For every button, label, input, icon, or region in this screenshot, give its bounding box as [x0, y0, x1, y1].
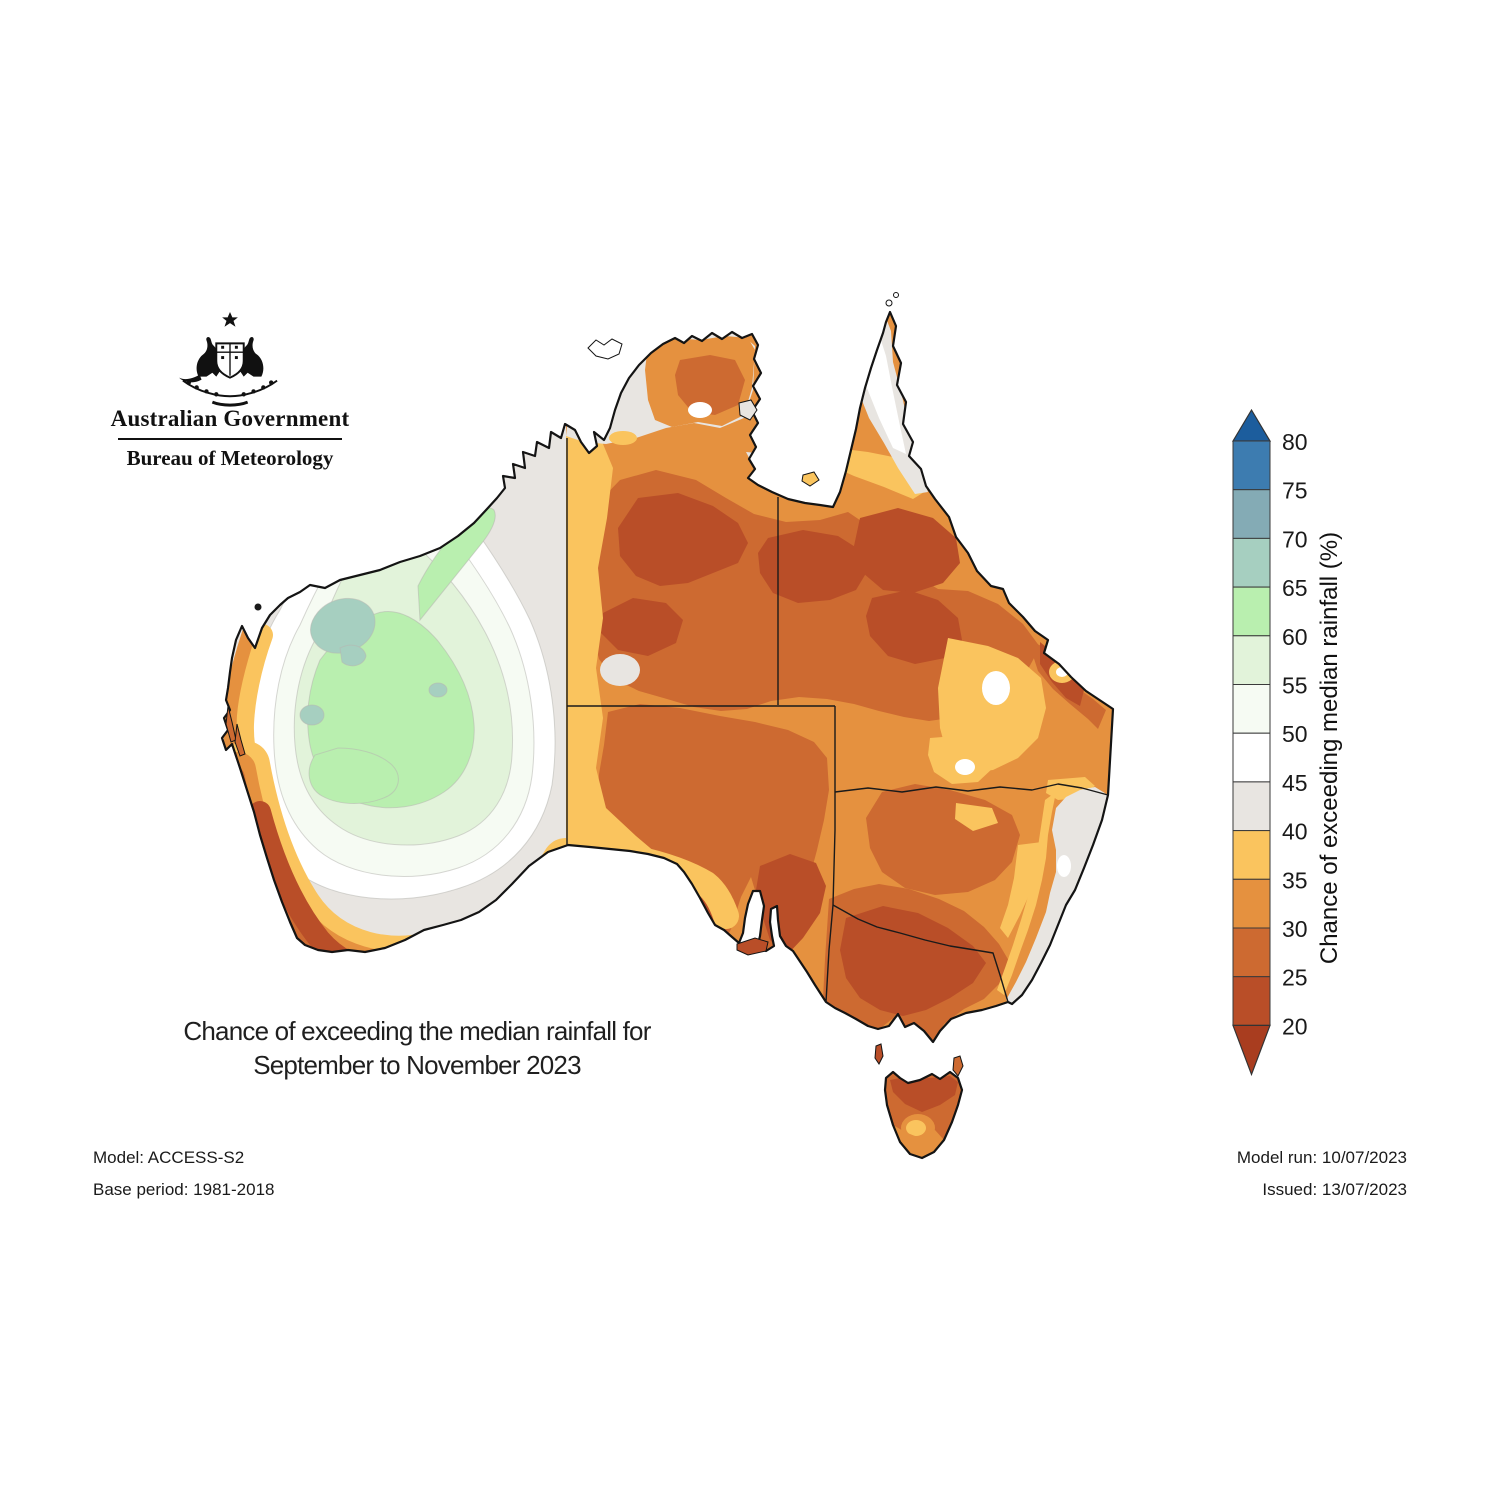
colorbar-segment-60-65	[1232, 586, 1271, 637]
colorbar-tick-65: 65	[1282, 575, 1308, 601]
offshore-islands	[225, 292, 964, 1077]
kangaroo-island	[736, 937, 769, 956]
colorbar-axis-label: Chance of exceeding median rainfall (%)	[1316, 531, 1343, 965]
map-title-line1: Chance of exceeding the median rainfall …	[183, 1016, 651, 1046]
torres-strait-islet	[893, 292, 899, 298]
colorbar-segment-45-50	[1232, 732, 1271, 783]
emu-icon	[239, 337, 264, 377]
colorbar-segment-75-80	[1232, 440, 1271, 491]
groote-eylandt	[738, 399, 758, 421]
colorbar-arrow-below-20	[1232, 1024, 1271, 1077]
footnote-base-period: Base period: 1981-2018	[93, 1180, 275, 1199]
state-borders	[566, 438, 1109, 1003]
colorbar-segment-50-55	[1232, 684, 1271, 734]
shark-bay-peninsula	[225, 705, 237, 743]
rainfall-probability-colorbar: 80 75 70 65 60 55 50 45 40 35 30 25 20	[1225, 398, 1365, 1098]
colorbar-tick-45: 45	[1282, 770, 1308, 796]
colorbar-segment-25-30	[1232, 927, 1271, 978]
flinders-island	[952, 1055, 964, 1077]
shield-icon	[215, 342, 245, 379]
colorbar-tick-40: 40	[1282, 819, 1308, 845]
map-title: Chance of exceeding the median rainfall …	[117, 1014, 717, 1082]
colorbar-tick-35: 35	[1282, 867, 1308, 893]
footnote-issued: Issued: 13/07/2023	[1262, 1180, 1407, 1199]
colorbar-tick-70: 70	[1282, 526, 1308, 552]
colorbar-segment-70-75	[1232, 489, 1271, 539]
logo-divider	[118, 438, 342, 440]
colorbar-segment-20-25	[1232, 976, 1271, 1026]
kangaroo-icon	[196, 337, 221, 377]
colorbar-tick-20: 20	[1282, 1013, 1308, 1039]
king-island	[874, 1043, 884, 1065]
mainland-coastline	[220, 310, 1115, 1044]
colorbar-arrow-above-80	[1231, 408, 1272, 442]
shark-bay-peninsula	[234, 723, 246, 757]
colorbar-segment-30-35	[1232, 878, 1271, 929]
commonwealth-star-icon	[222, 312, 238, 327]
colorbar-scale: 80 75 70 65 60 55 50 45 40 35 30 25 20	[1231, 408, 1308, 1077]
colorbar-tick-55: 55	[1282, 673, 1308, 699]
barrow-island	[254, 603, 262, 611]
colorbar-tick-60: 60	[1282, 624, 1308, 650]
map-title-line2: September to November 2023	[253, 1050, 581, 1080]
colorbar-tick-50: 50	[1282, 721, 1308, 747]
colorbar-tick-75: 75	[1282, 478, 1308, 504]
colorbar-tick-80: 80	[1282, 429, 1308, 455]
colorbar-segment-65-70	[1232, 537, 1271, 588]
melville-island	[587, 338, 623, 360]
colorbar-segment-55-60	[1232, 635, 1271, 686]
torres-strait-islet	[885, 299, 893, 307]
mornington-island	[801, 471, 820, 487]
colorbar-segment-35-40	[1232, 830, 1271, 880]
mainland-rainfall-zones	[222, 312, 1113, 1042]
tasmania-coastline	[883, 1070, 964, 1160]
government-title: Australian Government	[110, 406, 350, 431]
colorbar-segment-40-45	[1232, 781, 1271, 832]
footnote-model: Model: ACCESS-S2	[93, 1148, 245, 1167]
colorbar-tick-30: 30	[1282, 916, 1308, 942]
wattle-branches-icon	[182, 379, 278, 407]
footnote-model-run: Model run: 10/07/2023	[1236, 1148, 1407, 1167]
australian-coat-of-arms-icon	[179, 312, 278, 407]
colorbar-tick-25: 25	[1282, 965, 1308, 991]
bureau-title: Bureau of Meteorology	[126, 446, 334, 470]
